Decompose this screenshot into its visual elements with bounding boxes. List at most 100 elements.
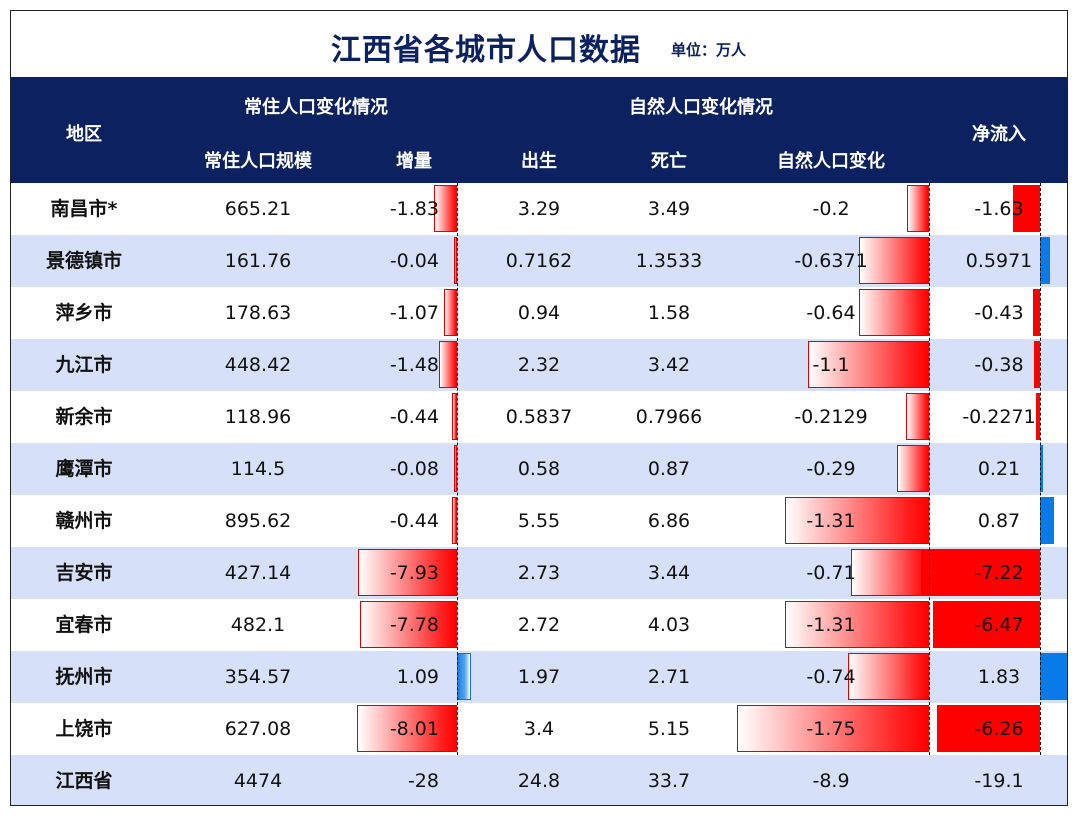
net-bar (1013, 185, 1040, 232)
increase-bar (438, 341, 457, 388)
resident-scale-value: 118.96 (224, 406, 292, 428)
increase-bar (357, 549, 457, 596)
natural-change-value: -0.2129 (794, 406, 868, 428)
header-birth: 出生 (521, 151, 557, 172)
death-value: 5.15 (647, 718, 691, 740)
table-row: 赣州市 895.62 -0.44 5.55 6.86 -1.31 0.87 (11, 495, 1067, 547)
region-name: 吉安市 (55, 562, 113, 584)
natural-bar (847, 653, 929, 700)
resident-scale-value: 178.63 (224, 302, 292, 324)
region-name: 新余市 (55, 406, 113, 428)
natural-bar (907, 185, 929, 232)
natural-bar (808, 341, 929, 388)
natural-bar (858, 237, 929, 284)
net-bar (920, 549, 1040, 596)
header-resident-scale: 常住人口规模 (204, 151, 312, 172)
birth-value: 5.55 (517, 510, 561, 532)
natural-change-value: -1.31 (806, 510, 856, 532)
header-group-resident: 常住人口变化情况 (244, 97, 388, 118)
increase-bar (443, 289, 457, 336)
increase-bar (356, 705, 457, 752)
resident-scale-value: 482.1 (230, 614, 286, 636)
region-name: 上饶市 (55, 718, 113, 740)
table-row: 上饶市 627.08 -8.01 3.4 5.15 -1.75 -6.26 (11, 703, 1067, 755)
birth-value: 0.7162 (505, 250, 573, 272)
birth-value: 2.72 (517, 614, 561, 636)
net-inflow-value: -19.1 (974, 770, 1024, 792)
birth-value: 24.8 (517, 770, 561, 792)
unit-label: 单位：万人 (671, 41, 747, 59)
death-value: 3.44 (647, 562, 691, 584)
resident-scale-value: 354.57 (224, 666, 292, 688)
natural-change-value: -0.6371 (794, 250, 868, 272)
net-bar (1032, 289, 1040, 336)
net-inflow-value: -1.63 (974, 198, 1024, 220)
net-inflow-value: -0.38 (974, 354, 1024, 376)
increase-bar (451, 497, 457, 544)
header-natural-change: 自然人口变化 (777, 151, 885, 172)
natural-change-value: -0.64 (806, 302, 856, 324)
net-inflow-value: -0.43 (974, 302, 1024, 324)
net-inflow-value: 1.83 (977, 666, 1021, 688)
region-name: 抚州市 (55, 666, 113, 688)
death-value: 0.7966 (635, 406, 703, 428)
birth-value: 1.97 (517, 666, 561, 688)
table-row: 宜春市 482.1 -7.78 2.72 4.03 -1.31 -6.47 (11, 599, 1067, 651)
resident-scale-value: 665.21 (224, 198, 292, 220)
net-bar (1040, 653, 1067, 700)
natural-change-value: -0.29 (806, 458, 856, 480)
resident-scale-value: 895.62 (224, 510, 292, 532)
natural-bar (905, 393, 929, 440)
table-header: 地区 常住人口变化情况 自然人口变化情况 净流入 常住人口规模 增量 出生 死亡… (11, 77, 1067, 183)
natural-bar (897, 445, 929, 492)
increase-bar (454, 237, 457, 284)
resident-scale-value: 114.5 (230, 458, 286, 480)
natural-change-value: -8.9 (812, 770, 850, 792)
page-title: 江西省各城市人口数据 (331, 33, 641, 68)
resident-scale-value: 448.42 (224, 354, 292, 376)
birth-value: 0.94 (517, 302, 561, 324)
death-value: 3.42 (647, 354, 691, 376)
natural-change-value: -0.71 (806, 562, 856, 584)
death-value: 2.71 (647, 666, 691, 688)
net-bar (1040, 497, 1055, 544)
increase-value: -0.44 (389, 510, 439, 532)
natural-bar (850, 549, 929, 596)
death-value: 0.87 (647, 458, 691, 480)
table-row: 吉安市 427.14 -7.93 2.73 3.44 -0.71 -7.22 (11, 547, 1067, 599)
birth-value: 3.4 (523, 718, 555, 740)
net-bar (1040, 445, 1044, 492)
increase-value: -0.44 (389, 406, 439, 428)
death-value: 33.7 (647, 770, 691, 792)
net-bar (1036, 393, 1040, 440)
birth-value: 0.5837 (505, 406, 573, 428)
increase-value: -7.93 (389, 562, 439, 584)
increase-value: -0.08 (389, 458, 439, 480)
net-inflow-value: -6.47 (974, 614, 1024, 636)
net-inflow-value: 0.5971 (965, 250, 1033, 272)
region-name: 赣州市 (55, 510, 113, 532)
net-inflow-value: -6.26 (974, 718, 1024, 740)
net-axis-line (1040, 183, 1041, 755)
natural-change-value: -1.31 (806, 614, 856, 636)
resident-scale-value: 627.08 (224, 718, 292, 740)
table-row: 九江市 448.42 -1.48 2.32 3.42 -1.1 -0.38 (11, 339, 1067, 391)
increase-value: -1.48 (389, 354, 439, 376)
table-row: 鹰潭市 114.5 -0.08 0.58 0.87 -0.29 0.21 (11, 443, 1067, 495)
net-bar (933, 601, 1040, 648)
increase-value: -8.01 (389, 718, 439, 740)
increase-value: 1.09 (396, 666, 439, 688)
death-value: 1.3533 (635, 250, 703, 272)
region-name: 江西省 (55, 770, 113, 792)
increase-bar (457, 653, 471, 700)
net-bar (1033, 341, 1040, 388)
net-inflow-value: -7.22 (974, 562, 1024, 584)
net-inflow-value: -0.2271 (962, 406, 1036, 428)
natural-bar (784, 601, 929, 648)
death-value: 4.03 (647, 614, 691, 636)
increase-bar (451, 393, 457, 440)
increase-bar (454, 445, 457, 492)
increase-value: -7.78 (389, 614, 439, 636)
natural-bar (736, 705, 929, 752)
header-region: 地区 (66, 124, 102, 145)
